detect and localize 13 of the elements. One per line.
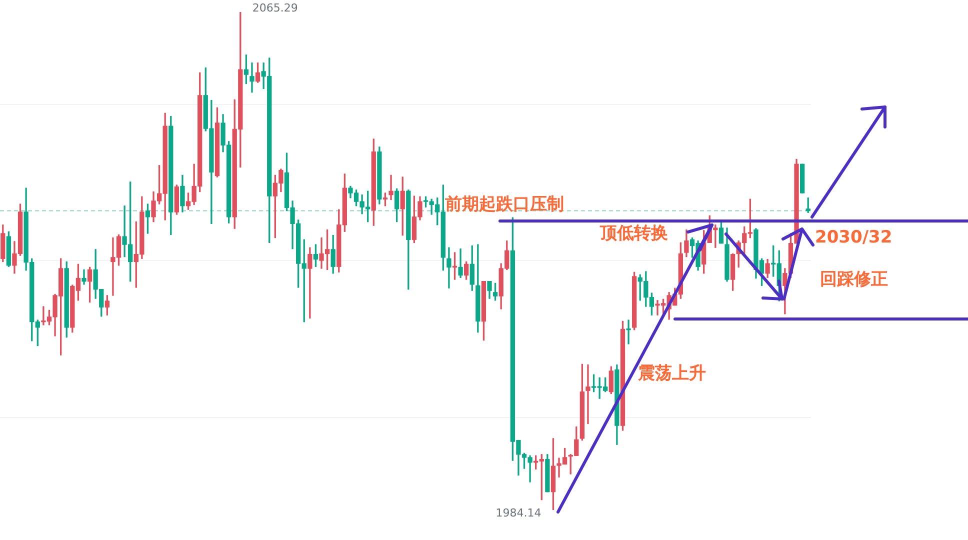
annotation: 震荡上升 bbox=[637, 363, 706, 384]
candlestick bbox=[626, 320, 631, 344]
candlestick bbox=[388, 174, 394, 200]
candlestick bbox=[586, 364, 590, 424]
annotation: 2065.29 bbox=[252, 1, 298, 14]
candlestick bbox=[250, 62, 254, 93]
candlestick bbox=[446, 247, 452, 288]
candlestick bbox=[82, 269, 86, 285]
annotation: 顶低转换 bbox=[599, 223, 668, 244]
text: 2030/32 bbox=[815, 227, 892, 248]
text: 回踩修正 bbox=[820, 269, 888, 290]
annotation: 1984.14 bbox=[496, 506, 542, 520]
annotation: 前期起跌口压制 bbox=[444, 194, 564, 214]
